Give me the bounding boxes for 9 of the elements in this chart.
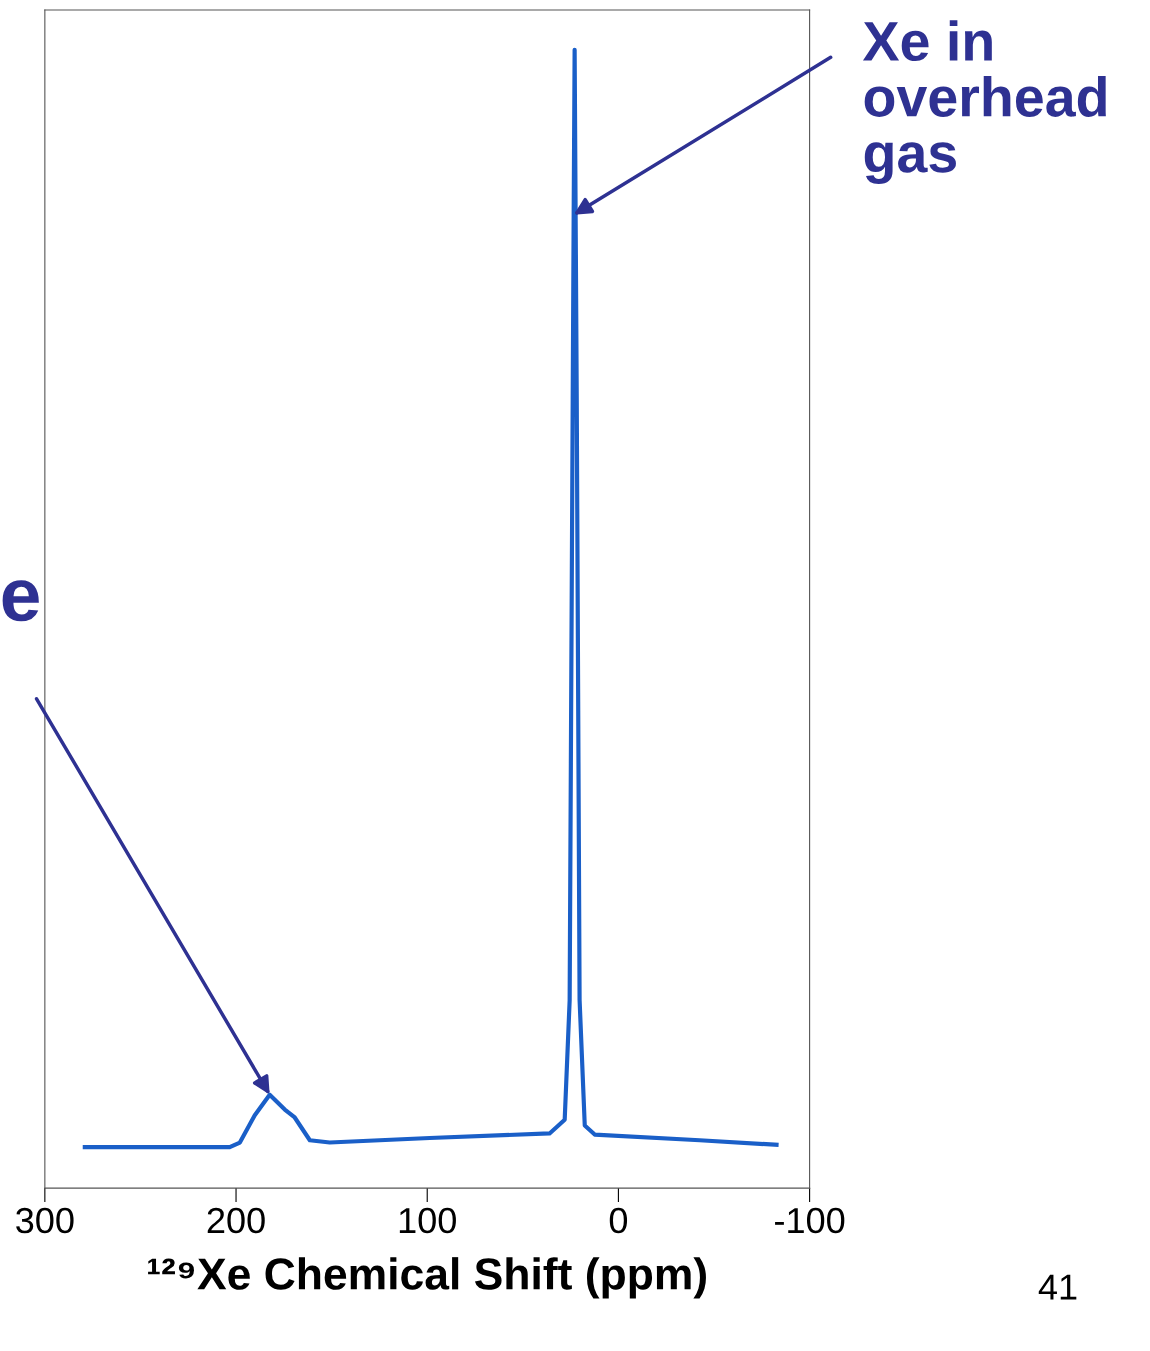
annotation: e [2,580,39,622]
x-tick-label: 200 [207,1207,265,1234]
text: 41 [1038,1274,1077,1300]
annotation: Xe in overhead gas [862,20,1106,184]
x-tick-label: 100 [399,1207,456,1234]
x-tick-label: -100 [775,1207,845,1234]
x-tick-label: 0 [609,1207,628,1234]
x-axis-title: ¹²⁹Xe Chemical Shift (ppm) [148,1257,706,1299]
x-tick-label: 300 [16,1207,74,1234]
